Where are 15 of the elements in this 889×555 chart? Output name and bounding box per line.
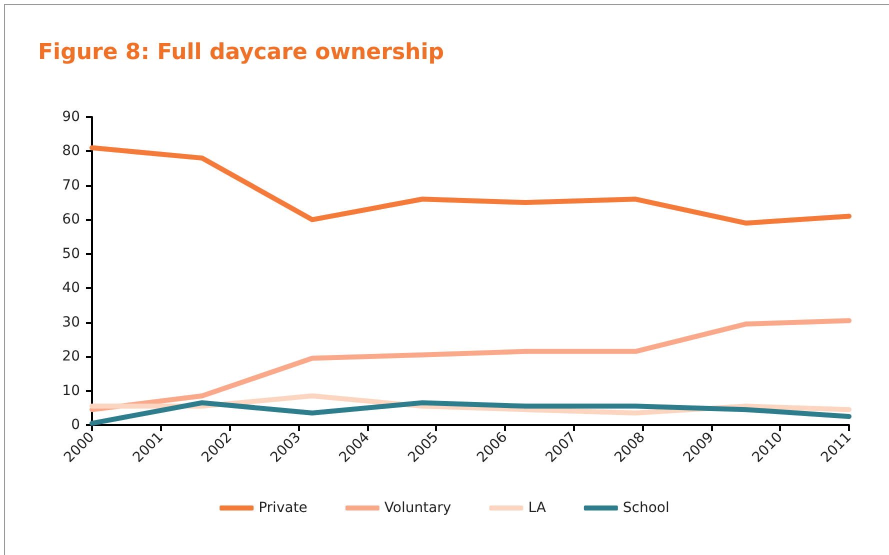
legend-label: LA [528, 500, 546, 516]
y-tick-label: 30 [62, 314, 80, 330]
legend-label: School [622, 500, 670, 516]
chart-title: Figure 8: Full daycare ownership [38, 40, 444, 65]
y-tick-label: 40 [62, 280, 80, 296]
y-tick-label: 90 [62, 109, 80, 125]
legend-label: Private [258, 500, 308, 516]
y-tick-label: 70 [62, 177, 80, 194]
y-tick-label: 60 [62, 212, 80, 228]
y-tick-label: 0 [71, 417, 80, 433]
y-tick-label: 10 [62, 382, 80, 399]
legend-label: Voluntary [384, 500, 452, 516]
y-tick-label: 20 [62, 348, 80, 365]
y-tick-label: 80 [62, 143, 80, 160]
y-tick-label: 50 [62, 246, 80, 262]
